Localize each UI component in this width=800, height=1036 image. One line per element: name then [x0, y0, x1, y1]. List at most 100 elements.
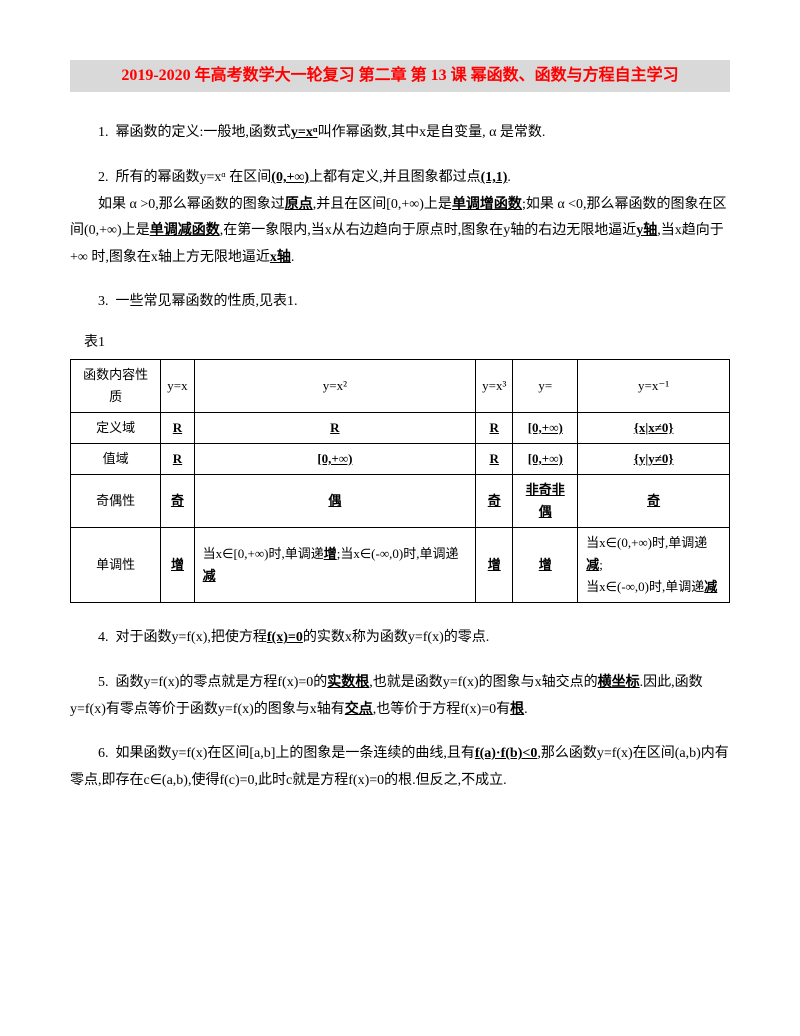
t: 当x∈[0,+∞)时,单调递 — [203, 546, 324, 561]
blank: 单调减函数 — [150, 223, 220, 238]
cell: [0,+∞) — [513, 412, 578, 443]
val: [0,+∞) — [317, 451, 352, 466]
text: 叫作幂函数,其中x是自变量, α 是常数. — [318, 125, 546, 140]
text: 上都有定义,并且图象都过点 — [309, 170, 481, 185]
cell: 增 — [513, 528, 578, 603]
blank: y轴 — [636, 223, 657, 238]
th: y=x — [161, 359, 194, 412]
th: y=x² — [194, 359, 475, 412]
row-label: 定义域 — [71, 412, 161, 443]
cell: R — [194, 412, 475, 443]
num: 5. — [98, 675, 109, 690]
th: y=x⁻¹ — [578, 359, 730, 412]
val: [0,+∞) — [528, 451, 563, 466]
cell: R — [476, 443, 513, 474]
v: 减 — [704, 579, 717, 594]
para-2b: 如果 α >0,那么幂函数的图象过原点,并且在区间[0,+∞)上是单调增函数;如… — [70, 192, 730, 272]
table-row: 奇偶性 奇 偶 奇 非奇非偶 奇 — [71, 474, 730, 527]
cell: 奇 — [578, 474, 730, 527]
cell: R — [161, 443, 194, 474]
val: 奇 — [171, 493, 184, 508]
val: R — [490, 420, 499, 435]
text: . — [291, 250, 295, 265]
val: 增 — [539, 557, 552, 572]
text: 幂函数的定义:一般地,函数式 — [116, 125, 291, 140]
blank: f(a)·f(b)<0 — [475, 746, 537, 761]
blank: 根 — [510, 702, 524, 717]
blank: y=xᵅ — [291, 125, 318, 140]
v: 减 — [203, 568, 216, 583]
blank: (0,+∞) — [271, 170, 309, 185]
cell: 当x∈[0,+∞)时,单调递增;当x∈(-∞,0)时,单调递减 — [194, 528, 475, 603]
val: R — [330, 420, 339, 435]
text: ,在第一象限内,当x从右边趋向于原点时,图象在y轴的右边无限地逼近 — [220, 223, 637, 238]
table-header-row: 函数内容性质 y=x y=x² y=x³ y= y=x⁻¹ — [71, 359, 730, 412]
cell: 非奇非偶 — [513, 474, 578, 527]
para-4: 4. 对于函数y=f(x),把使方程f(x)=0的实数x称为函数y=f(x)的零… — [70, 625, 730, 652]
text: 对于函数y=f(x),把使方程 — [116, 630, 267, 645]
text: 所有的幂函数y=xᵅ 在区间 — [116, 170, 272, 185]
val: 增 — [488, 557, 501, 572]
t: 当x∈(-∞,0)时,单调递 — [586, 579, 704, 594]
th: y= — [513, 359, 578, 412]
text: . — [524, 702, 528, 717]
page-title: 2019-2020 年高考数学大一轮复习 第二章 第 13 课 幂函数、函数与方… — [70, 60, 730, 92]
val: 增 — [171, 557, 184, 572]
table-row: 定义域 R R R [0,+∞) {x|x≠0} — [71, 412, 730, 443]
val: R — [490, 451, 499, 466]
para-1: 1. 幂函数的定义:一般地,函数式y=xᵅ叫作幂函数,其中x是自变量, α 是常… — [70, 120, 730, 147]
num: 6. — [98, 746, 109, 761]
properties-table: 函数内容性质 y=x y=x² y=x³ y= y=x⁻¹ 定义域 R R R … — [70, 359, 730, 604]
val: 奇 — [647, 493, 660, 508]
v: 减 — [586, 557, 599, 572]
th: y=x³ — [476, 359, 513, 412]
val: 非奇非偶 — [526, 482, 565, 519]
cell: 当x∈(0,+∞)时,单调递减; 当x∈(-∞,0)时,单调递减 — [578, 528, 730, 603]
num: 2. — [98, 170, 109, 185]
table-row: 值域 R [0,+∞) R [0,+∞) {y|y≠0} — [71, 443, 730, 474]
row-label: 奇偶性 — [71, 474, 161, 527]
text: 如果函数y=f(x)在区间[a,b]上的图象是一条连续的曲线,且有 — [116, 746, 475, 761]
text: ,也等价于方程f(x)=0有 — [373, 702, 510, 717]
v: 增 — [324, 546, 337, 561]
para-3: 3. 一些常见幂函数的性质,见表1. — [70, 289, 730, 316]
cell: 偶 — [194, 474, 475, 527]
text: ,并且在区间[0,+∞)上是 — [313, 197, 452, 212]
blank: 单调增函数 — [452, 197, 522, 212]
val: R — [173, 420, 182, 435]
blank: 实数根 — [327, 675, 369, 690]
val: {y|y≠0} — [634, 451, 674, 466]
t: 当x∈(0,+∞)时,单调递 — [586, 535, 707, 550]
cell: 增 — [161, 528, 194, 603]
cell: [0,+∞) — [194, 443, 475, 474]
text: . — [507, 170, 511, 185]
val: 奇 — [488, 493, 501, 508]
row-label: 单调性 — [71, 528, 161, 603]
table-label: 表1 — [70, 330, 730, 357]
row-label: 值域 — [71, 443, 161, 474]
text: 一些常见幂函数的性质,见表1. — [116, 294, 298, 309]
blank: f(x)=0 — [267, 630, 303, 645]
val: [0,+∞) — [528, 420, 563, 435]
num: 3. — [98, 294, 109, 309]
val: 偶 — [328, 493, 341, 508]
val: {x|x≠0} — [634, 420, 674, 435]
para-6: 6. 如果函数y=f(x)在区间[a,b]上的图象是一条连续的曲线,且有f(a)… — [70, 741, 730, 794]
cell: 奇 — [476, 474, 513, 527]
cell: {x|x≠0} — [578, 412, 730, 443]
para-5: 5. 函数y=f(x)的零点就是方程f(x)=0的实数根,也就是函数y=f(x)… — [70, 670, 730, 723]
cell: R — [161, 412, 194, 443]
text: 的实数x称为函数y=f(x)的零点. — [303, 630, 489, 645]
cell: {y|y≠0} — [578, 443, 730, 474]
t: ; — [599, 557, 603, 572]
cell: [0,+∞) — [513, 443, 578, 474]
num: 1. — [98, 125, 109, 140]
table-row: 单调性 增 当x∈[0,+∞)时,单调递增;当x∈(-∞,0)时,单调递减 增 … — [71, 528, 730, 603]
cell: R — [476, 412, 513, 443]
th: 函数内容性质 — [71, 359, 161, 412]
val: R — [173, 451, 182, 466]
text: 如果 α >0,那么幂函数的图象过 — [98, 197, 285, 212]
t: ;当x∈(-∞,0)时,单调递 — [337, 546, 459, 561]
blank: 横坐标 — [598, 675, 640, 690]
cell: 奇 — [161, 474, 194, 527]
